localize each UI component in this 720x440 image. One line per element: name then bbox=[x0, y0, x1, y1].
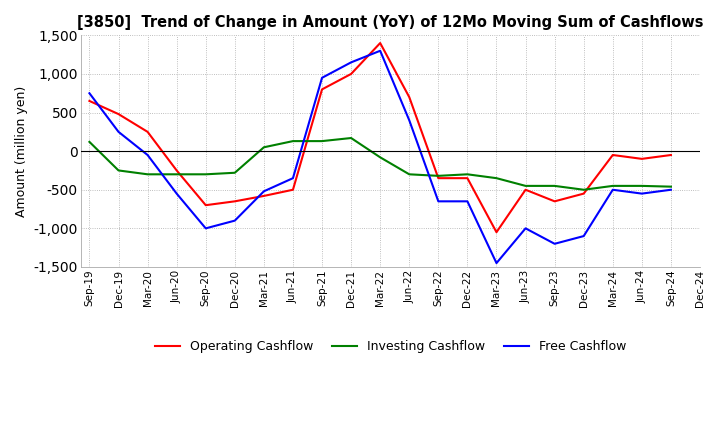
Free Cashflow bbox=[580, 234, 588, 239]
Investing Cashflow bbox=[202, 172, 210, 177]
Investing Cashflow bbox=[114, 168, 123, 173]
Operating Cashflow bbox=[114, 111, 123, 117]
Operating Cashflow bbox=[667, 152, 675, 158]
Line: Investing Cashflow: Investing Cashflow bbox=[89, 138, 671, 190]
Line: Operating Cashflow: Operating Cashflow bbox=[89, 43, 671, 232]
Operating Cashflow bbox=[230, 199, 239, 204]
Operating Cashflow bbox=[259, 193, 268, 198]
Investing Cashflow bbox=[463, 172, 472, 177]
Operating Cashflow bbox=[434, 176, 443, 181]
Operating Cashflow bbox=[85, 98, 94, 103]
Investing Cashflow bbox=[318, 139, 326, 144]
Title: [3850]  Trend of Change in Amount (YoY) of 12Mo Moving Sum of Cashflows: [3850] Trend of Change in Amount (YoY) o… bbox=[77, 15, 703, 30]
Investing Cashflow bbox=[667, 184, 675, 189]
Free Cashflow bbox=[143, 152, 152, 158]
Operating Cashflow bbox=[405, 95, 413, 100]
Operating Cashflow bbox=[172, 168, 181, 173]
Investing Cashflow bbox=[230, 170, 239, 176]
Free Cashflow bbox=[202, 226, 210, 231]
Investing Cashflow bbox=[289, 139, 297, 144]
Operating Cashflow bbox=[580, 191, 588, 196]
Free Cashflow bbox=[114, 129, 123, 135]
Investing Cashflow bbox=[347, 136, 356, 141]
Investing Cashflow bbox=[521, 183, 530, 188]
Free Cashflow bbox=[259, 189, 268, 194]
Investing Cashflow bbox=[434, 173, 443, 179]
Free Cashflow bbox=[318, 75, 326, 81]
Investing Cashflow bbox=[550, 183, 559, 188]
Free Cashflow bbox=[289, 176, 297, 181]
Investing Cashflow bbox=[608, 183, 617, 188]
Investing Cashflow bbox=[259, 145, 268, 150]
Free Cashflow bbox=[550, 241, 559, 246]
Operating Cashflow bbox=[550, 199, 559, 204]
Free Cashflow bbox=[492, 260, 501, 266]
Operating Cashflow bbox=[521, 187, 530, 192]
Investing Cashflow bbox=[580, 187, 588, 192]
Operating Cashflow bbox=[289, 187, 297, 192]
Operating Cashflow bbox=[492, 230, 501, 235]
Operating Cashflow bbox=[318, 87, 326, 92]
Operating Cashflow bbox=[347, 71, 356, 77]
Free Cashflow bbox=[172, 191, 181, 196]
Operating Cashflow bbox=[463, 176, 472, 181]
Legend: Operating Cashflow, Investing Cashflow, Free Cashflow: Operating Cashflow, Investing Cashflow, … bbox=[150, 335, 631, 358]
Investing Cashflow bbox=[492, 176, 501, 181]
Free Cashflow bbox=[85, 91, 94, 96]
Free Cashflow bbox=[608, 187, 617, 192]
Investing Cashflow bbox=[143, 172, 152, 177]
Free Cashflow bbox=[521, 226, 530, 231]
Free Cashflow bbox=[405, 117, 413, 123]
Line: Free Cashflow: Free Cashflow bbox=[89, 51, 671, 263]
Free Cashflow bbox=[637, 191, 646, 196]
Investing Cashflow bbox=[376, 155, 384, 160]
Investing Cashflow bbox=[405, 172, 413, 177]
Operating Cashflow bbox=[202, 202, 210, 208]
Operating Cashflow bbox=[608, 152, 617, 158]
Operating Cashflow bbox=[376, 40, 384, 46]
Investing Cashflow bbox=[172, 172, 181, 177]
Free Cashflow bbox=[230, 218, 239, 223]
Investing Cashflow bbox=[85, 139, 94, 144]
Free Cashflow bbox=[667, 187, 675, 192]
Investing Cashflow bbox=[637, 183, 646, 188]
Free Cashflow bbox=[347, 60, 356, 65]
Operating Cashflow bbox=[637, 156, 646, 161]
Free Cashflow bbox=[376, 48, 384, 53]
Free Cashflow bbox=[434, 199, 443, 204]
Y-axis label: Amount (million yen): Amount (million yen) bbox=[15, 85, 28, 217]
Free Cashflow bbox=[463, 199, 472, 204]
Operating Cashflow bbox=[143, 129, 152, 135]
